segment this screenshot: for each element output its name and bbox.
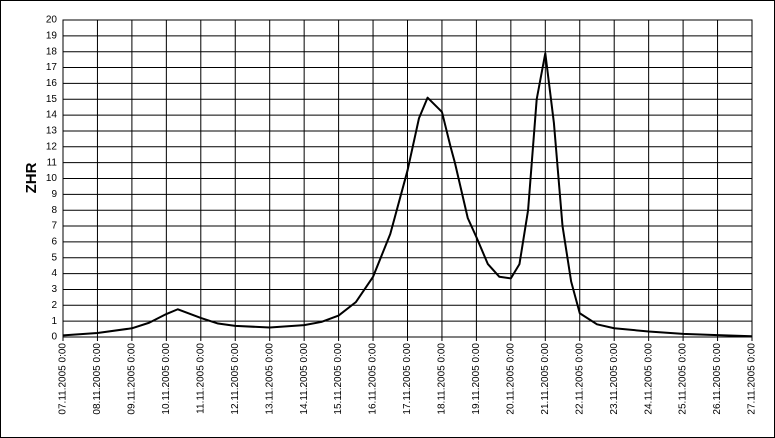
y-tick-label: 8 xyxy=(51,205,57,216)
y-tick-label: 1 xyxy=(51,316,57,327)
y-tick-label: 6 xyxy=(51,237,57,248)
y-tick-label: 15 xyxy=(46,94,58,105)
x-tick-label: 21.11.2005 0:00 xyxy=(540,343,551,415)
x-tick-label: 23.11.2005 0:00 xyxy=(609,343,620,415)
x-tick-label: 16.11.2005 0:00 xyxy=(368,343,379,415)
x-tick-label: 19.11.2005 0:00 xyxy=(471,343,482,415)
plot-border xyxy=(62,19,753,338)
y-tick-label: 3 xyxy=(51,284,57,295)
y-tick-label: 5 xyxy=(51,252,57,263)
y-tick-label: 14 xyxy=(46,110,58,121)
x-tick-label: 10.11.2005 0:00 xyxy=(161,343,172,415)
y-tick-label: 9 xyxy=(51,189,57,200)
x-tick-label: 26.11.2005 0:00 xyxy=(712,343,723,415)
y-tick-label: 7 xyxy=(51,221,57,232)
y-tick-label: 10 xyxy=(46,173,58,184)
y-tick-label: 0 xyxy=(51,332,57,343)
x-tick-label: 24.11.2005 0:00 xyxy=(643,343,654,415)
y-tick-label: 17 xyxy=(46,62,58,73)
x-tick-label: 08.11.2005 0:00 xyxy=(92,343,103,415)
x-tick-label: 13.11.2005 0:00 xyxy=(264,343,275,415)
x-tick-label: 15.11.2005 0:00 xyxy=(333,343,344,415)
y-tick-label: 2 xyxy=(51,300,57,311)
x-tick-label: 07.11.2005 0:00 xyxy=(58,343,69,415)
y-tick-label: 18 xyxy=(46,46,58,57)
x-tick-label: 22.11.2005 0:00 xyxy=(574,343,585,415)
y-tick-label: 12 xyxy=(46,141,58,152)
x-tick-label: 20.11.2005 0:00 xyxy=(505,343,516,415)
x-tick-label: 14.11.2005 0:00 xyxy=(299,343,310,415)
y-axis-label: ZHR xyxy=(23,162,40,193)
y-tick-label: 4 xyxy=(51,268,57,279)
y-tick-label: 11 xyxy=(47,157,58,168)
x-tick-label: 27.11.2005 0:00 xyxy=(747,343,758,415)
x-tick-label: 25.11.2005 0:00 xyxy=(678,343,689,415)
y-tick-label: 19 xyxy=(46,30,58,41)
x-tick-label: 18.11.2005 0:00 xyxy=(437,343,448,415)
x-tick-label: 11.11.2005 0:00 xyxy=(195,343,206,414)
y-tick-label: 20 xyxy=(46,15,58,26)
x-tick-label: 12.11.2005 0:00 xyxy=(230,343,241,415)
y-tick-label: 16 xyxy=(46,78,58,89)
y-tick-label: 13 xyxy=(46,126,58,137)
x-tick-label: 09.11.2005 0:00 xyxy=(127,343,138,415)
x-tick-label: 17.11.2005 0:00 xyxy=(402,343,413,415)
data-line xyxy=(62,52,753,338)
